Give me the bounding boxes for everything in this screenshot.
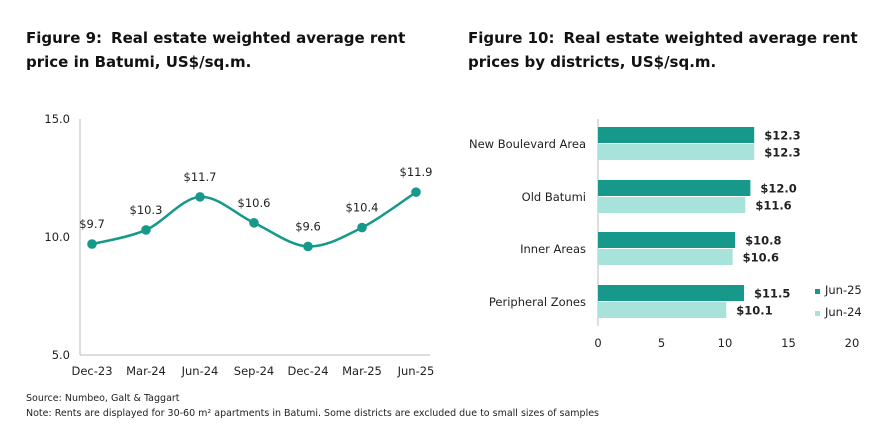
bar-chart-data-label: $11.5 [754,287,790,301]
line-chart-point [141,225,151,235]
bar-chart-data-label: $10.6 [743,251,779,265]
bar-chart-x-tick-label: 15 [781,336,796,350]
line-chart-point [87,239,97,249]
legend-label: Jun-25 [824,283,862,297]
bar-chart-category-label: Peripheral Zones [489,295,586,309]
line-chart-x-tick-label: Dec-23 [71,364,112,378]
bar-chart-bar [598,127,755,143]
bar-chart-data-label: $10.8 [745,234,781,248]
line-chart-point [357,222,367,233]
bar-chart-x-tick-label: 20 [845,336,860,350]
line-chart-y-tick-label: 10.0 [44,230,70,244]
line-chart-point [303,241,313,252]
bar-chart-bar [598,144,755,160]
figure-10-title-text: Real estate weighted average rent prices… [468,29,858,71]
line-chart-x-tick-label: Jun-24 [181,364,219,378]
line-chart-data-label: $10.3 [130,203,163,217]
line-chart-data-label: $11.9 [400,165,433,179]
bar-chart-bar [598,302,727,318]
line-chart-x-tick-label: Mar-25 [342,364,382,378]
legend-swatch [815,311,820,316]
bar-chart-x-tick-label: 10 [718,336,733,350]
line-chart-data-label: $10.4 [346,201,379,215]
bar-chart-x-tick-label: 0 [594,336,601,350]
bar-chart-bar [598,249,733,265]
footnote: Note: Rents are displayed for 30-60 m² a… [26,408,600,419]
line-chart-y-tick-label: 15.0 [44,112,70,126]
bar-chart-category-label: New Boulevard Area [469,137,586,151]
line-chart-data-label: $9.6 [295,219,321,233]
bar-chart-data-label: $10.1 [736,304,772,318]
bar-chart-data-label: $11.6 [755,199,791,213]
figure-10-title: Figure 10: Real estate weighted average r… [468,26,868,74]
bar-chart-bar [598,232,736,248]
bar-chart-data-label: $12.3 [764,146,800,160]
line-chart-point [195,192,205,202]
legend-label: Jun-24 [824,305,862,319]
line-chart-y-tick-label: 5.0 [52,348,70,362]
legend-swatch [815,289,820,294]
bar-chart-bar [598,285,745,301]
source-note: Source: Numbeo, Galt & Taggart [26,393,180,404]
line-chart-x-tick-label: Jun-25 [397,364,435,378]
bar-chart-x-tick-label: 5 [658,336,665,350]
bar-chart-bar [598,197,746,213]
line-chart-x-tick-label: Dec-24 [287,364,328,378]
bar-chart-category-label: Old Batumi [522,190,586,204]
bar-chart-category-label: Inner Areas [520,242,586,256]
figure-9-title: Figure 9: Real estate weighted average re… [26,26,446,74]
line-chart-x-tick-label: Mar-24 [126,364,166,378]
bar-chart-bar [598,180,751,196]
line-chart-data-label: $9.7 [79,217,105,231]
line-chart-data-label: $11.7 [184,170,217,184]
line-chart-point [249,218,259,228]
line-chart-point [411,187,421,197]
bar-chart-data-label: $12.0 [760,182,796,196]
figure-9-number: Figure 9: [26,29,103,47]
bar-chart-data-label: $12.3 [764,129,800,143]
figure-10-number: Figure 10: [468,29,555,47]
line-chart-x-tick-label: Sep-24 [234,364,274,378]
line-chart-data-label: $10.6 [238,196,271,210]
figure-9-title-text: Real estate weighted average rent price … [26,29,406,71]
